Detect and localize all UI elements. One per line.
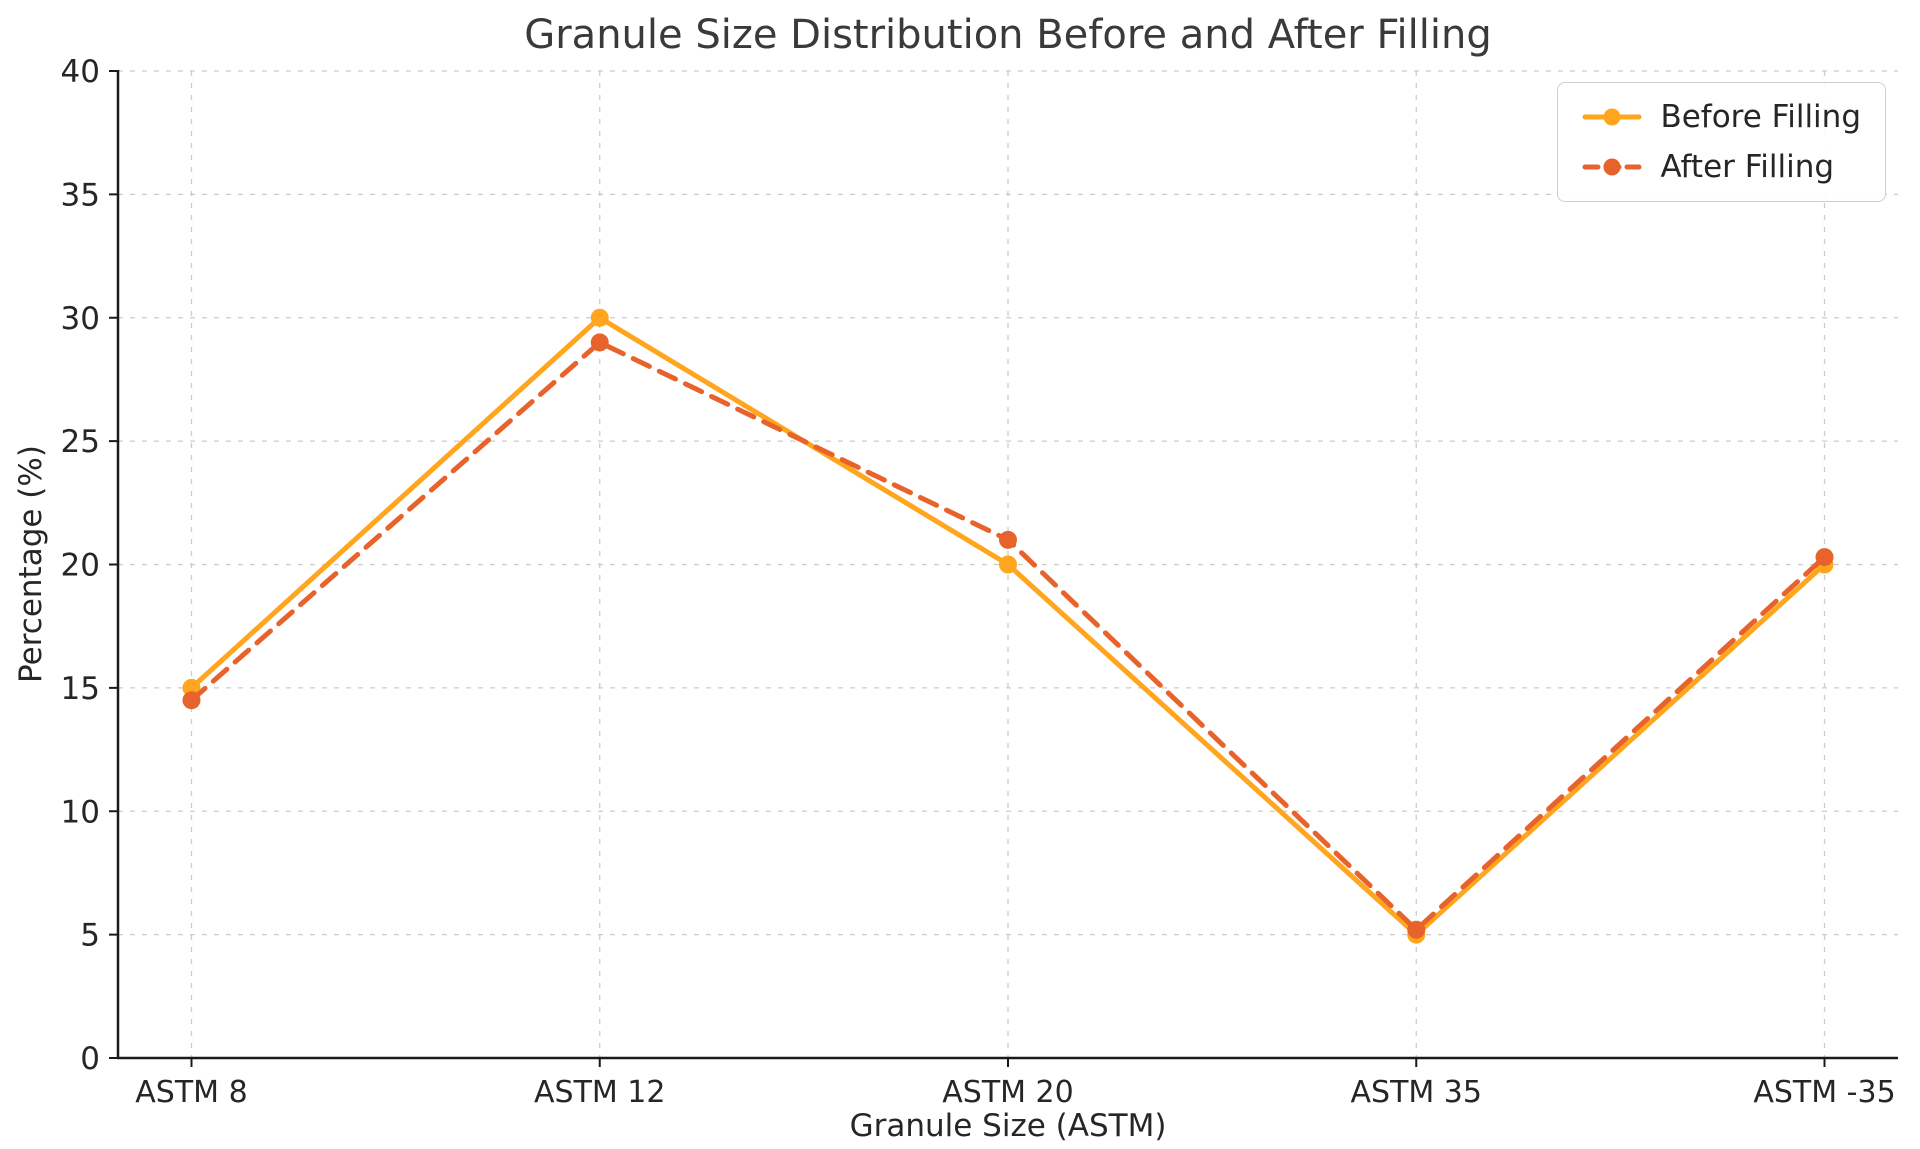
series-marker-before-filling [182, 678, 201, 697]
x-tick-label: ASTM 12 [534, 1075, 665, 1110]
legend-item-after-filling: After Filling [1582, 149, 1861, 185]
x-tick-label: ASTM 35 [1351, 1075, 1482, 1110]
legend: Before Filling After Filling [1557, 82, 1886, 202]
y-tick-label: 40 [61, 54, 100, 90]
legend-marker-before [1603, 108, 1621, 126]
series-marker-before-filling [590, 308, 609, 327]
series-marker-after-filling [590, 333, 609, 352]
legend-sample-before [1582, 108, 1642, 126]
legend-sample-after [1582, 158, 1642, 176]
legend-label-before: Before Filling [1660, 99, 1861, 135]
chart-title: Granule Size Distribution Before and Aft… [524, 12, 1492, 58]
legend-label-after: After Filling [1660, 149, 1835, 185]
y-tick-label: 10 [61, 794, 100, 830]
y-tick-label: 35 [61, 177, 100, 213]
series-marker-after-filling [182, 691, 201, 710]
x-tick-label: ASTM -35 [1753, 1075, 1895, 1110]
x-axis-label: Granule Size (ASTM) [849, 1108, 1167, 1144]
series-marker-before-filling [999, 555, 1017, 574]
x-tick-label: ASTM 20 [942, 1075, 1073, 1110]
series-marker-after-filling [1407, 920, 1426, 939]
y-tick-label: 5 [80, 918, 100, 954]
series-marker-after-filling [999, 530, 1017, 549]
legend-marker-after [1603, 158, 1621, 176]
x-tick-label: ASTM 8 [135, 1075, 247, 1110]
y-tick-label: 25 [61, 424, 100, 460]
y-tick-label: 15 [61, 671, 100, 707]
y-tick-label: 20 [61, 548, 100, 584]
y-tick-label: 30 [61, 301, 100, 337]
series-marker-after-filling [1815, 548, 1834, 567]
y-tick-label: 0 [80, 1041, 100, 1077]
legend-item-before-filling: Before Filling [1582, 99, 1861, 135]
